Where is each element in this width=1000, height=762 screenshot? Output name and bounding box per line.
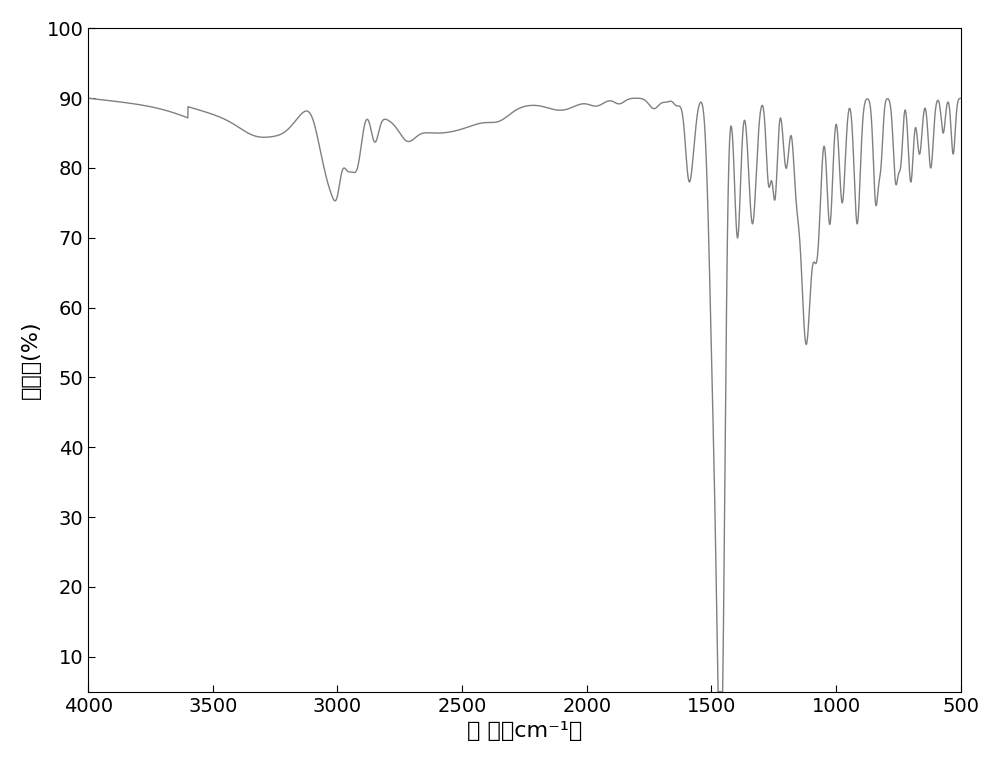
X-axis label: 波 数（cm⁻¹）: 波 数（cm⁻¹）: [467, 721, 582, 741]
Y-axis label: 透射率(%): 透射率(%): [21, 321, 41, 399]
